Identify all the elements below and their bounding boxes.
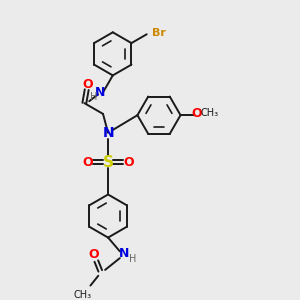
Text: CH₃: CH₃	[74, 290, 92, 300]
Text: O: O	[82, 156, 93, 169]
Text: O: O	[88, 248, 99, 261]
Text: Br: Br	[152, 28, 165, 38]
Text: O: O	[191, 107, 202, 120]
Text: N: N	[102, 126, 114, 140]
Text: CH₃: CH₃	[201, 108, 219, 118]
Text: S: S	[103, 155, 114, 170]
Text: N: N	[95, 86, 105, 99]
Text: H: H	[89, 92, 97, 102]
Text: O: O	[123, 156, 134, 169]
Text: H: H	[129, 254, 136, 264]
Text: O: O	[82, 78, 93, 91]
Text: N: N	[118, 247, 129, 260]
